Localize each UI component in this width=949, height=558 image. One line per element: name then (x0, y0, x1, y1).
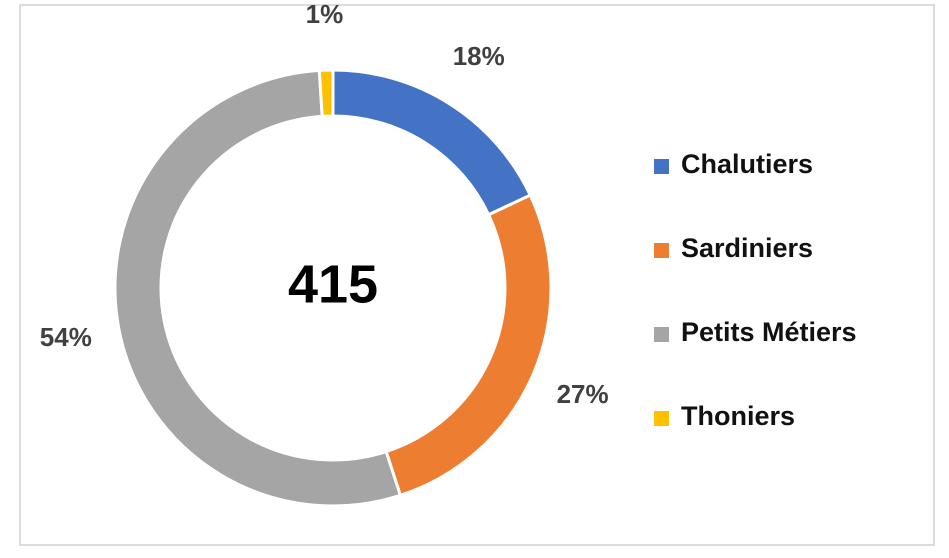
legend-label: Thoniers (681, 401, 795, 431)
legend-swatch (654, 159, 669, 174)
center-total: 415 (288, 254, 378, 314)
data-label: 1% (306, 0, 344, 29)
legend-swatch (654, 327, 669, 342)
chart-border (19, 4, 935, 546)
data-label: 54% (40, 322, 92, 352)
donut-slice (317, 68, 335, 118)
data-label: 18% (453, 41, 505, 71)
legend-swatch (654, 243, 669, 258)
legend-label: Petits Métiers (681, 317, 857, 347)
legend-label: Chalutiers (681, 149, 813, 179)
data-label: 27% (557, 379, 609, 409)
legend-label: Sardiniers (681, 233, 813, 263)
donut-slice (113, 68, 403, 508)
legend-swatch (654, 411, 669, 426)
